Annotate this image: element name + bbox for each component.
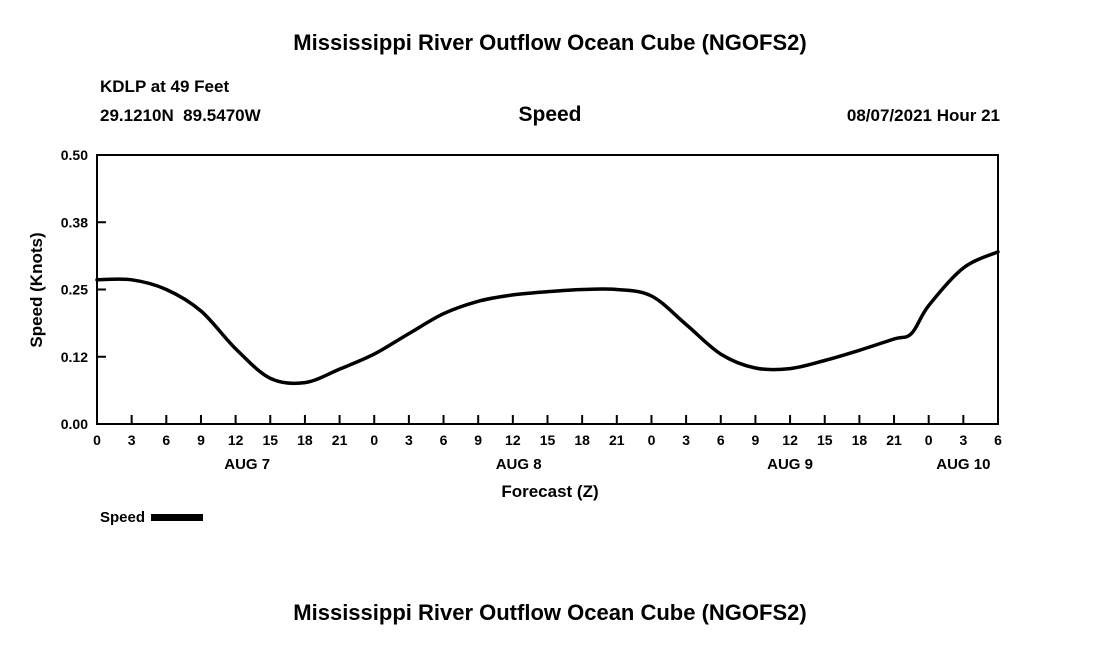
- x-tick-label: 0: [648, 432, 656, 448]
- forecast-datetime-label: 08/07/2021 Hour 21: [846, 106, 1000, 125]
- speed-line: [95, 250, 1000, 386]
- date-label: AUG 10: [936, 456, 990, 473]
- date-label: AUG 7: [224, 456, 270, 473]
- legend-line-swatch: [151, 514, 204, 521]
- x-axis-ticks: 0 3 6 9 12 15 18 21 0 3 6 9 12 15 18 21 0 3 6 9 12 15 18 21 0 3 6: [93, 415, 1002, 448]
- x-tick-label: 21: [332, 432, 348, 448]
- x-tick-label: 6: [162, 432, 170, 448]
- x-tick-label: 3: [682, 432, 690, 448]
- y-tick-label: 0.50: [61, 147, 88, 163]
- legend-label: Speed: [100, 509, 146, 526]
- x-tick-label: 9: [752, 432, 760, 448]
- x-tick-label: 18: [297, 432, 313, 448]
- x-axis-date-labels: AUG 7 AUG 8 AUG 9 AUG 10: [224, 456, 990, 473]
- x-tick-label: 18: [574, 432, 590, 448]
- y-tick-label: 0.38: [61, 214, 88, 230]
- plot-title: Speed: [518, 103, 582, 126]
- x-tick-label: 12: [505, 432, 521, 448]
- legend: Speed: [100, 509, 204, 526]
- date-label: AUG 9: [767, 456, 813, 473]
- x-tick-label: 9: [474, 432, 482, 448]
- station-label: KDLP at 49 Feet: [100, 77, 230, 96]
- x-tick-label: 21: [886, 432, 902, 448]
- x-tick-label: 9: [197, 432, 205, 448]
- y-tick-label: 0.25: [61, 282, 88, 298]
- x-tick-label: 3: [959, 432, 967, 448]
- x-tick-label: 18: [852, 432, 868, 448]
- x-tick-label: 6: [440, 432, 448, 448]
- x-tick-label: 6: [717, 432, 725, 448]
- x-tick-label: 0: [370, 432, 378, 448]
- y-axis-ticks: 0.00 0.12 0.25 0.38 0.50: [61, 147, 106, 432]
- x-tick-label: 6: [994, 432, 1002, 448]
- x-tick-label: 15: [262, 432, 278, 448]
- x-tick-label: 12: [782, 432, 798, 448]
- x-tick-label: 0: [93, 432, 101, 448]
- x-axis-label: Forecast (Z): [501, 482, 598, 501]
- coordinates-label: 29.1210N 89.5470W: [100, 106, 261, 125]
- x-tick-label: 21: [609, 432, 625, 448]
- next-page-title: Mississippi River Outflow Ocean Cube (NG…: [293, 600, 807, 625]
- y-axis-label: Speed (Knots): [27, 232, 46, 347]
- date-label: AUG 8: [496, 456, 542, 473]
- x-tick-label: 15: [817, 432, 833, 448]
- plot-border: [96, 154, 999, 425]
- x-tick-label: 3: [128, 432, 136, 448]
- y-tick-label: 0.00: [61, 416, 88, 432]
- page-title: Mississippi River Outflow Ocean Cube (NG…: [293, 30, 807, 55]
- y-tick-label: 0.12: [61, 349, 88, 365]
- x-tick-label: 15: [540, 432, 556, 448]
- x-tick-label: 3: [405, 432, 413, 448]
- x-tick-label: 12: [228, 432, 244, 448]
- x-tick-label: 0: [925, 432, 933, 448]
